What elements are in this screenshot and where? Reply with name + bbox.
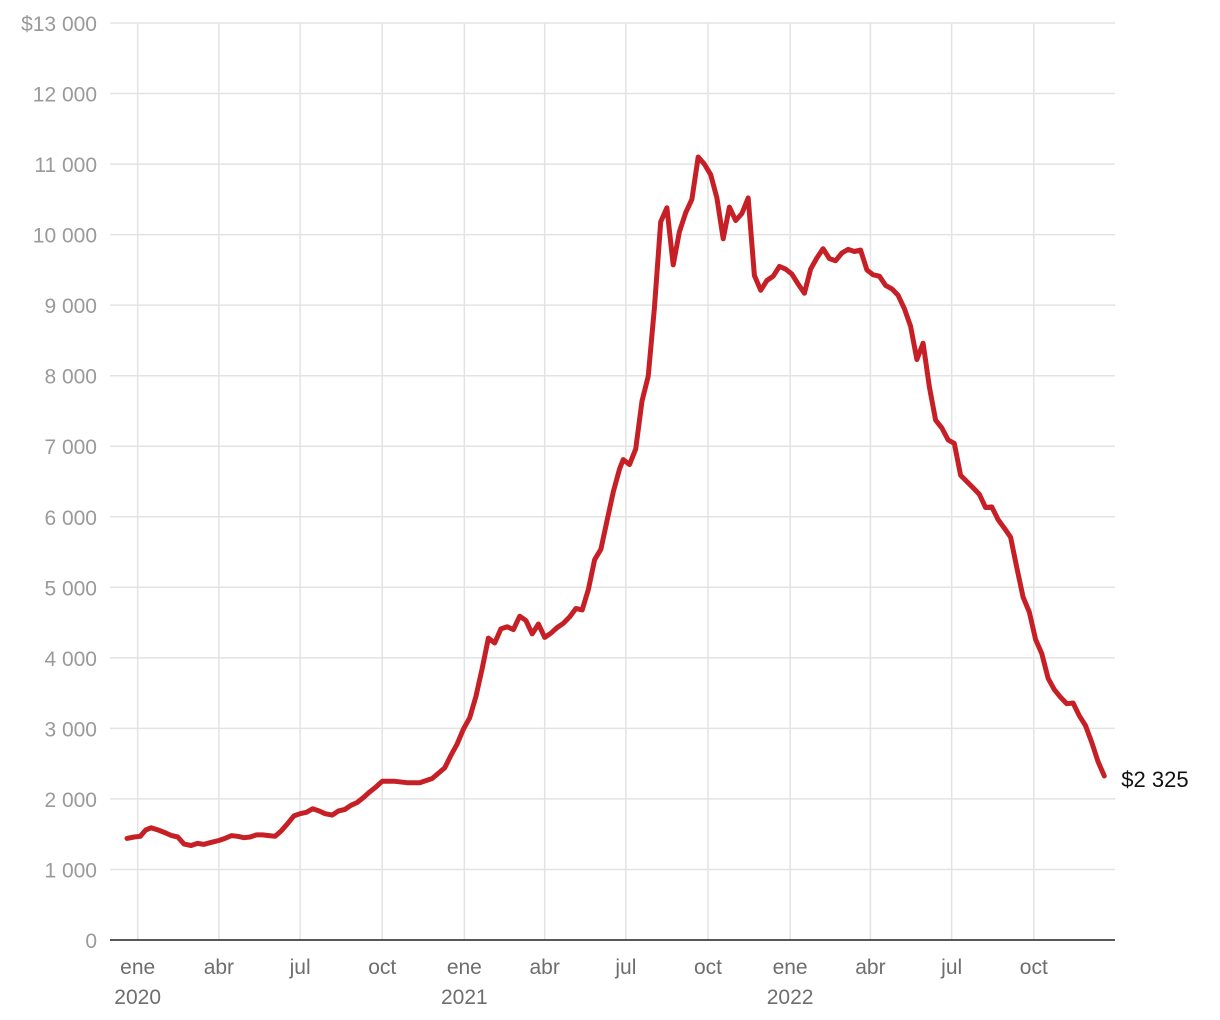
y-tick-label: 3 000 — [44, 718, 97, 741]
x-axis-ticks: ene 2020 abr jul oct ene 2021 abr jul oct ene 2022 a… — [114, 956, 1048, 1009]
y-tick-label: $13 000 — [21, 13, 97, 36]
y-tick-label: 12 000 — [33, 84, 97, 107]
y-tick-label: 5 000 — [44, 577, 97, 600]
y-tick-label: 4 000 — [44, 648, 97, 671]
x-tick-year-label: 2021 — [441, 986, 488, 1009]
series-line — [124, 154, 1107, 848]
x-tick-year-label: 2022 — [767, 986, 814, 1009]
y-tick-label: 10 000 — [33, 225, 97, 248]
x-tick-label: abr — [529, 956, 559, 979]
end-value-label: $2 325 — [1121, 767, 1188, 792]
x-tick-label: ene — [773, 956, 808, 979]
x-tick-label: jul — [289, 956, 311, 979]
y-tick-label: 7 000 — [44, 436, 97, 459]
y-tick-label: 6 000 — [44, 507, 97, 530]
x-tick-label: abr — [204, 956, 234, 979]
y-tick-label: 11 000 — [34, 154, 97, 177]
x-tick-label: abr — [855, 956, 885, 979]
x-tick-label: ene — [120, 956, 155, 979]
x-tick-label: oct — [1020, 956, 1048, 979]
x-tick-label: oct — [694, 956, 722, 979]
x-tick-label: ene — [447, 956, 482, 979]
y-tick-label: 9 000 — [44, 295, 97, 318]
grid-lines — [110, 22, 1115, 940]
y-tick-label: 8 000 — [44, 366, 97, 389]
y-tick-label: 1 000 — [44, 859, 97, 882]
y-tick-label: 2 000 — [44, 789, 97, 812]
x-tick-label: jul — [940, 956, 962, 979]
x-tick-label: oct — [368, 956, 396, 979]
y-axis-ticks: 0 1 000 2 000 3 000 4 000 5 000 6 000 7 000 8 00… — [21, 13, 97, 953]
label-layer: $2 325 — [1121, 767, 1188, 792]
y-tick-label: 0 — [85, 930, 97, 953]
x-tick-year-label: 2020 — [114, 986, 161, 1009]
series-layer — [124, 154, 1107, 848]
x-tick-label: jul — [614, 956, 636, 979]
